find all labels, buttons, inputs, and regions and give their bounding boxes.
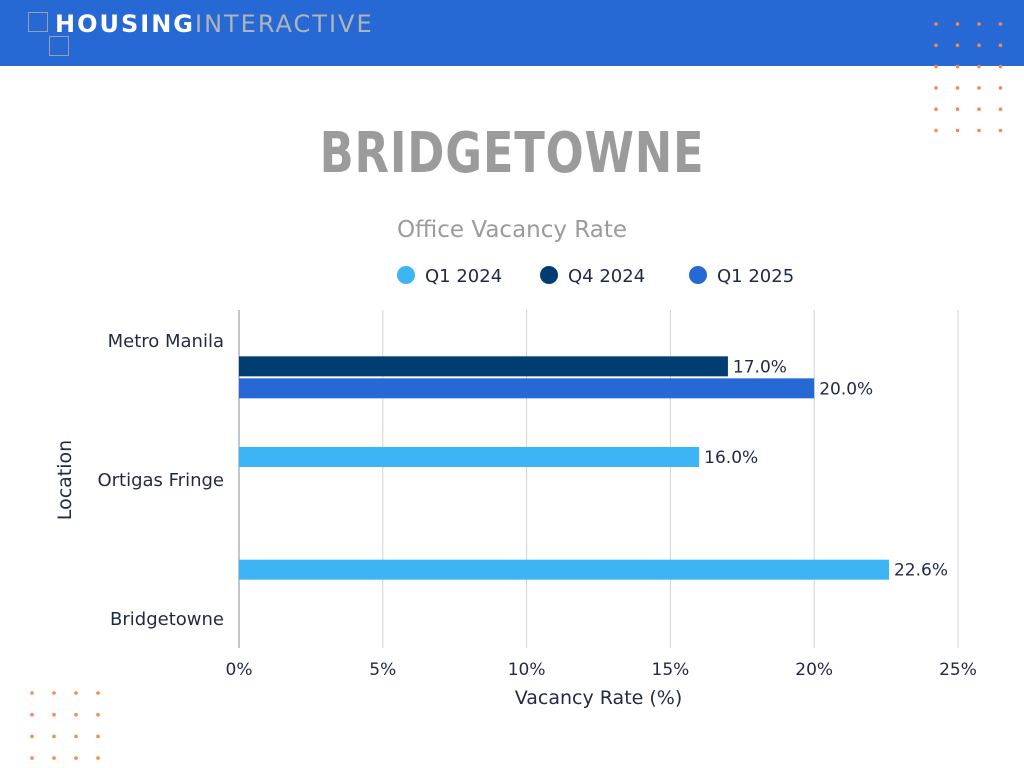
y-tick-label: Bridgetowne: [110, 609, 224, 630]
decorative-dot: [955, 86, 960, 90]
decorative-dot: [998, 128, 1003, 133]
decorative-dot: [955, 43, 960, 48]
decorative-dot: [977, 128, 981, 133]
logo-square-icon: [49, 36, 69, 56]
decorative-dot: [30, 712, 34, 717]
decorative-dot: [998, 86, 1003, 90]
x-tick-label: 20%: [795, 660, 833, 680]
decorative-dot: [934, 107, 938, 111]
decorative-dot: [30, 734, 34, 739]
bar: [239, 356, 728, 377]
decorative-dot: [52, 756, 56, 760]
bar-data-label: 20.0%: [819, 379, 873, 399]
decorative-dot: [96, 712, 100, 717]
x-tick-label: 10%: [508, 660, 546, 680]
page-title: BRIDGETOWNE: [319, 121, 705, 186]
decorative-dot: [977, 22, 981, 26]
bar: [239, 559, 889, 580]
bar: [239, 447, 700, 467]
decorative-dot: [998, 64, 1003, 69]
decorative-dot: [96, 756, 100, 760]
decorative-dot: [998, 22, 1003, 26]
bar-data-label: 17.0%: [733, 357, 787, 377]
legend-label: Q4 2024: [568, 266, 645, 287]
logo-square-icon: [28, 12, 48, 32]
decorative-dot: [977, 64, 981, 69]
chart-legend: Q1 2024 Q4 2024 Q1 2025: [397, 266, 794, 287]
y-tick-label: Metro Manila: [108, 331, 224, 352]
decorative-dot: [96, 734, 100, 739]
decorative-dot: [934, 22, 938, 26]
decorative-dot: [934, 128, 938, 133]
decorative-dot: [977, 86, 981, 90]
legend-label: Q1 2025: [717, 266, 794, 287]
decorative-dot: [977, 107, 981, 111]
decorative-dot: [52, 712, 56, 717]
bar: [239, 378, 815, 399]
x-tick-label: 25%: [939, 660, 977, 680]
brand-secondary: INTERACTIVE: [194, 10, 374, 38]
decorative-dot: [52, 734, 56, 739]
decorative-dot: [977, 43, 981, 48]
decorative-dot: [74, 691, 78, 695]
bar-data-label: 16.0%: [704, 448, 758, 468]
decorative-dot: [998, 43, 1003, 48]
y-tick-label: Ortigas Fringe: [97, 470, 224, 491]
brand-wordmark: HOUSINGINTERACTIVE: [55, 10, 374, 38]
decorative-dot: [30, 691, 34, 695]
decorative-dot-grid: [30, 691, 100, 760]
decorative-dot: [934, 86, 938, 90]
x-tick-label: 5%: [369, 660, 396, 680]
decorative-dot: [934, 64, 938, 69]
decorative-dot-grid: [934, 22, 1003, 133]
x-axis-title: Vacancy Rate (%): [515, 687, 683, 709]
decorative-dot: [74, 734, 78, 739]
x-tick-label: 0%: [226, 660, 253, 680]
decorative-dot: [52, 691, 56, 695]
decorative-dot: [74, 712, 78, 717]
legend-marker: [397, 266, 415, 284]
bar-data-label: 22.6%: [894, 561, 948, 581]
decorative-dot: [30, 756, 34, 760]
x-tick-label: 15%: [652, 660, 690, 680]
legend-marker: [689, 266, 707, 284]
legend-marker: [540, 266, 558, 284]
decorative-dot: [96, 691, 100, 695]
decorative-dot: [998, 107, 1003, 111]
brand-logo: HOUSINGINTERACTIVE: [28, 10, 388, 58]
y-axis-title: Location: [54, 440, 76, 520]
brand-primary: HOUSING: [55, 10, 195, 38]
decorative-dot: [955, 107, 960, 111]
chart-subtitle: Office Vacancy Rate: [396, 217, 628, 243]
decorative-dot: [955, 64, 960, 69]
decorative-dot: [934, 43, 938, 48]
header-bar: HOUSINGINTERACTIVE: [0, 0, 1024, 66]
decorative-dot: [74, 756, 78, 760]
legend-label: Q1 2024: [425, 266, 502, 287]
decorative-dot: [955, 22, 960, 26]
decorative-dot: [955, 128, 960, 133]
